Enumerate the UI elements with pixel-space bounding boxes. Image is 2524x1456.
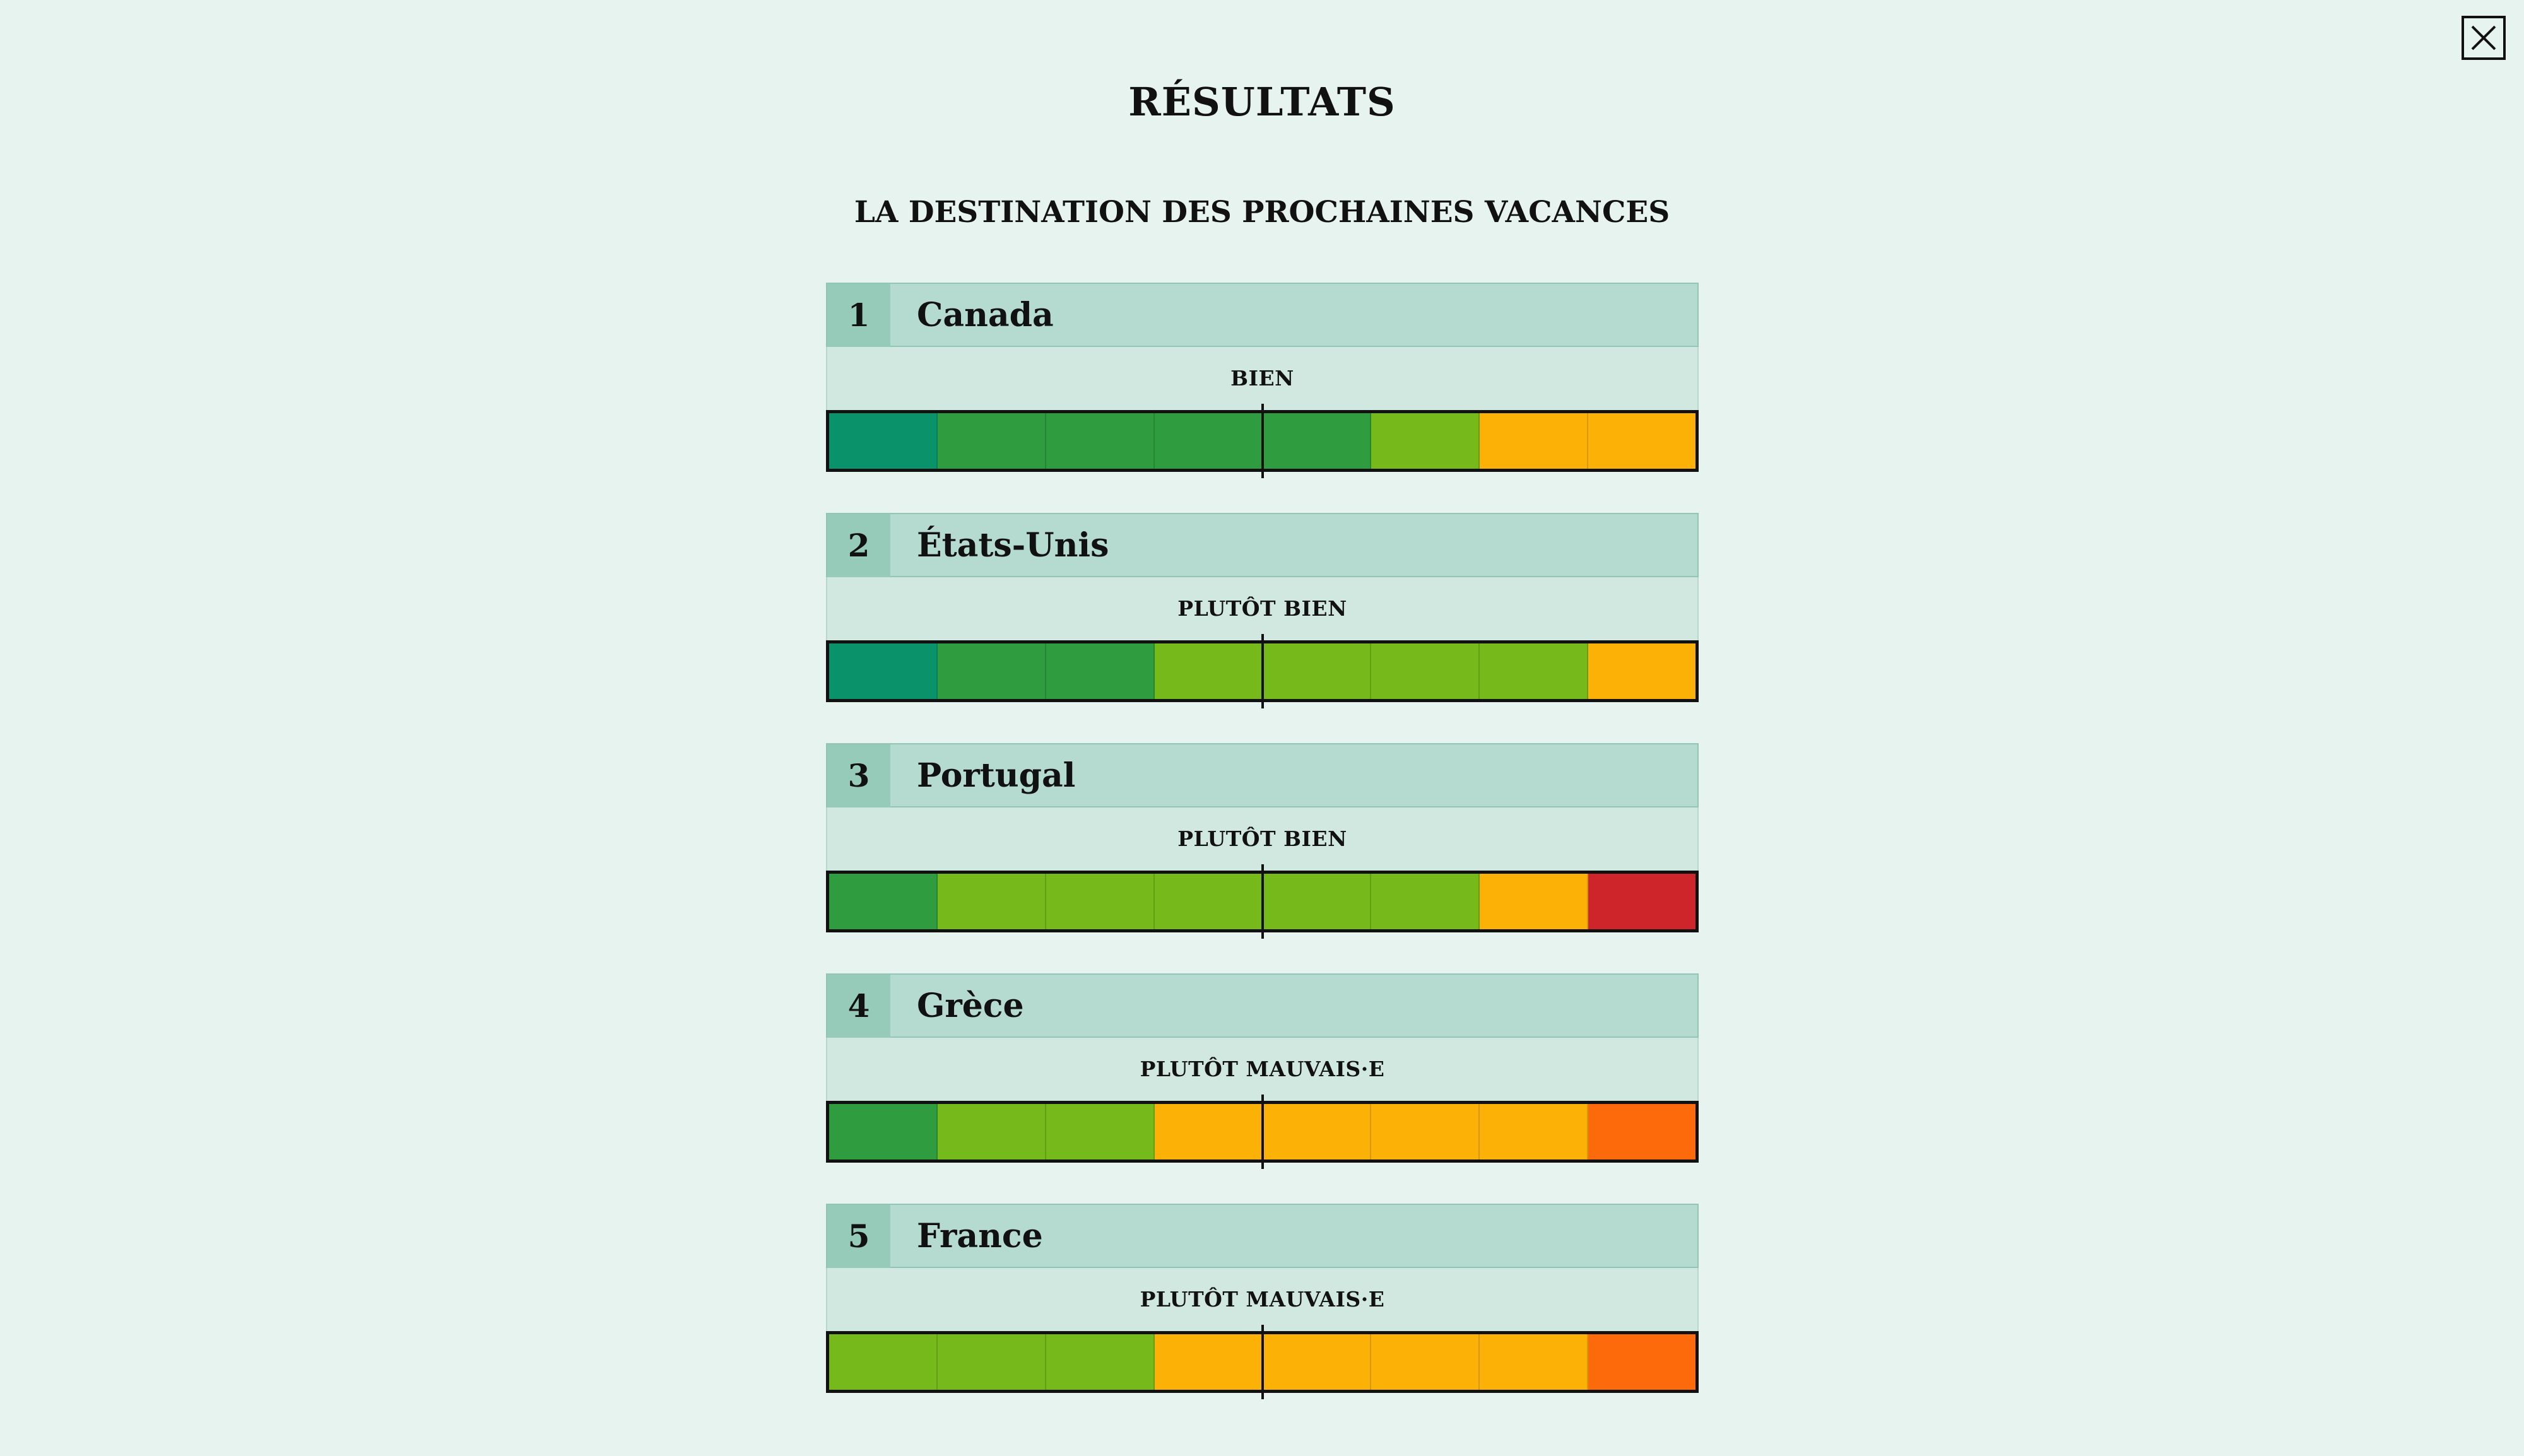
- close-button[interactable]: [2462, 16, 2506, 60]
- grade-segment: [1263, 874, 1372, 929]
- close-icon: [2471, 25, 2496, 50]
- grade-segment: [1480, 413, 1589, 469]
- grade-segment: [1588, 1104, 1695, 1160]
- grade-segment: [1371, 643, 1480, 699]
- grade-segment: [1046, 1334, 1155, 1390]
- candidate-name: France: [917, 1217, 1043, 1255]
- majority-grade: PLUTÔT BIEN: [826, 577, 1699, 640]
- grade-segment: [937, 1104, 1046, 1160]
- grade-segment: [829, 1334, 938, 1390]
- majority-grade: PLUTÔT MAUVAIS·E: [826, 1038, 1699, 1101]
- rank-number: 2: [827, 514, 890, 577]
- median-marker: [1261, 1325, 1264, 1399]
- median-marker: [1261, 634, 1264, 708]
- result-header: 4 Grèce: [826, 973, 1699, 1038]
- result-card: 2 États-Unis PLUTÔT BIEN: [826, 513, 1699, 708]
- grade-segment: [829, 413, 938, 469]
- majority-grade: PLUTÔT MAUVAIS·E: [826, 1268, 1699, 1331]
- candidate-name: États-Unis: [917, 526, 1109, 565]
- result-header: 1 Canada: [826, 283, 1699, 347]
- median-marker: [1261, 1095, 1264, 1169]
- grade-segment: [1371, 1104, 1480, 1160]
- result-card: 1 Canada BIEN: [826, 283, 1699, 478]
- rank-number: 1: [827, 284, 890, 347]
- grade-segment: [937, 1334, 1046, 1390]
- result-card: 3 Portugal PLUTÔT BIEN: [826, 743, 1699, 939]
- rank-number: 5: [827, 1205, 890, 1268]
- grade-segment: [1046, 874, 1155, 929]
- grade-segment: [1263, 1104, 1372, 1160]
- grade-segment: [1371, 874, 1480, 929]
- grade-segment: [937, 874, 1046, 929]
- poll-question: LA DESTINATION DES PROCHAINES VACANCES: [854, 195, 1670, 230]
- rank-number: 4: [827, 975, 890, 1038]
- grade-segment: [937, 413, 1046, 469]
- result-header: 3 Portugal: [826, 743, 1699, 807]
- median-marker: [1261, 864, 1264, 939]
- grade-segment: [937, 643, 1046, 699]
- grade-segment: [1371, 1334, 1480, 1390]
- grade-segment: [1480, 1104, 1589, 1160]
- grade-segment: [1588, 643, 1695, 699]
- grade-bar: [826, 410, 1699, 472]
- grade-segment: [1480, 643, 1589, 699]
- grade-segment: [829, 1104, 938, 1160]
- grade-segment: [1154, 1334, 1263, 1390]
- grade-bar: [826, 1101, 1699, 1163]
- result-card: 4 Grèce PLUTÔT MAUVAIS·E: [826, 973, 1699, 1169]
- grade-segment: [829, 874, 938, 929]
- grade-segment: [1588, 874, 1695, 929]
- median-marker: [1261, 404, 1264, 478]
- grade-segment: [1480, 1334, 1589, 1390]
- majority-grade: BIEN: [826, 347, 1699, 410]
- grade-segment: [1154, 1104, 1263, 1160]
- grade-segment: [829, 643, 938, 699]
- grade-segment: [1263, 1334, 1372, 1390]
- candidate-name: Canada: [917, 296, 1054, 334]
- result-header: 5 France: [826, 1204, 1699, 1268]
- grade-segment: [1371, 413, 1480, 469]
- candidate-name: Portugal: [917, 756, 1076, 795]
- grade-segment: [1588, 1334, 1695, 1390]
- grade-segment: [1046, 1104, 1155, 1160]
- grade-segment: [1263, 413, 1372, 469]
- result-header: 2 États-Unis: [826, 513, 1699, 577]
- grade-segment: [1480, 874, 1589, 929]
- grade-segment: [1154, 413, 1263, 469]
- grade-segment: [1263, 643, 1372, 699]
- grade-bar: [826, 1331, 1699, 1393]
- majority-grade: PLUTÔT BIEN: [826, 807, 1699, 871]
- grade-segment: [1154, 874, 1263, 929]
- grade-segment: [1046, 643, 1155, 699]
- candidate-name: Grèce: [917, 987, 1024, 1025]
- rank-number: 3: [827, 744, 890, 807]
- grade-segment: [1154, 643, 1263, 699]
- grade-segment: [1046, 413, 1155, 469]
- result-card: 5 France PLUTÔT MAUVAIS·E: [826, 1204, 1699, 1399]
- grade-segment: [1588, 413, 1695, 469]
- page-title: RÉSULTATS: [1128, 79, 1396, 125]
- results-list: 1 Canada BIEN 2 États-Unis PLUTÔT BIEN 3…: [826, 283, 1699, 1434]
